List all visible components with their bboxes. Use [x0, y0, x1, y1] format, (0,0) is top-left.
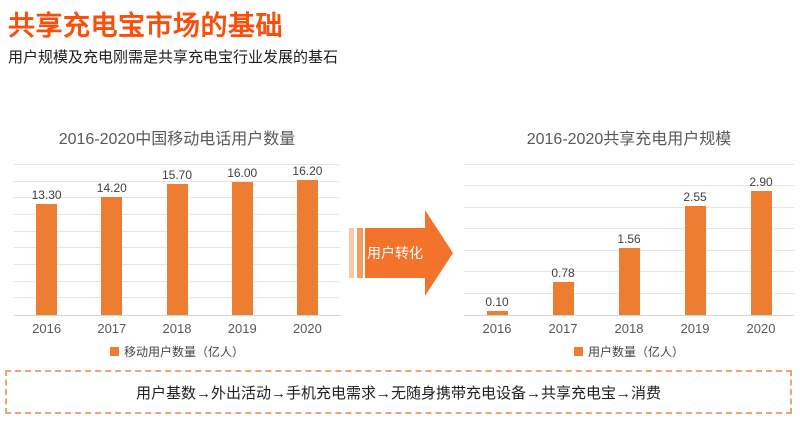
gridline [14, 180, 340, 182]
gridline [464, 206, 794, 208]
x-axis-labels: 2016 2017 2018 2019 2020 [14, 321, 340, 336]
right-arrow-icon [425, 210, 453, 296]
bar-value-label: 2.90 [749, 174, 773, 189]
page-subtitle: 用户规模及充电刚需是共享充电宝行业发展的基石 [8, 49, 339, 66]
arrow-body: 用户转化 [365, 228, 425, 278]
page-title: 共享充电宝市场的基础 [8, 11, 283, 41]
bar [618, 248, 640, 315]
bar-slot: 0.78 [530, 165, 596, 315]
x-tick-label: 2016 [32, 321, 62, 336]
legend: 用户数量（亿人） [464, 343, 794, 360]
bar [101, 196, 123, 315]
bar-slot: 1.56 [596, 165, 662, 315]
legend-swatch-icon [109, 347, 119, 356]
bar-value-label: 16.20 [292, 164, 323, 178]
bar-value-label: 1.56 [617, 232, 641, 247]
bar [166, 184, 188, 315]
bar [552, 281, 574, 315]
x-tick-label: 2019 [227, 321, 257, 336]
plot-area: 0.10 0.78 1.56 2.55 2.90 [464, 164, 794, 316]
bar-series: 13.30 14.20 15.70 16.00 16.20 [14, 165, 340, 315]
shared-charging-users-chart: 2016-2020共享充电用户规模 0.10 0.78 1.56 2.55 2.90 2… [464, 128, 794, 360]
bar-value-label: 16.00 [227, 165, 258, 180]
x-tick-label: 2019 [680, 321, 710, 336]
conversion-arrow: 用户转化 [349, 210, 453, 296]
bar-value-label: 0.78 [551, 265, 575, 280]
bar-slot: 16.00 [210, 165, 275, 315]
arrow-stripe-light-icon [349, 228, 354, 278]
chart-title: 2016-2020中国移动电话用户数量 [58, 131, 296, 148]
bar [296, 180, 318, 315]
gridline [464, 228, 794, 230]
arrow-stripe-medium-icon [357, 228, 363, 278]
conversion-path-text: 用户基数→外出活动→手机充电需求→无随身携带充电设备→共享充电宝→消费 [135, 384, 661, 402]
arrow-label: 用户转化 [367, 245, 423, 261]
bar-slot: 13.30 [14, 165, 79, 315]
conversion-path-note: 用户基数→外出活动→手机充电需求→无随身携带充电设备→共享充电宝→消费 [5, 370, 792, 414]
x-tick-label: 2017 [548, 321, 578, 336]
legend-swatch-icon [573, 347, 583, 356]
bar-value-label: 15.70 [161, 168, 193, 183]
bar-value-label: 0.10 [485, 294, 509, 309]
bar-slot: 15.70 [144, 165, 209, 315]
bar-value-label: 14.20 [96, 180, 127, 195]
bar-slot: 2.55 [662, 165, 728, 315]
bar [486, 310, 508, 315]
bar-series: 0.10 0.78 1.56 2.55 2.90 [464, 165, 794, 315]
plot-area: 13.30 14.20 15.70 16.00 16.20 [14, 164, 340, 316]
x-axis-labels: 2016 2017 2018 2019 2020 [464, 321, 794, 336]
bar-value-label: 2.55 [683, 189, 707, 204]
chart-title: 2016-2020共享充电用户规模 [526, 131, 732, 148]
bar [231, 181, 253, 315]
bar [36, 204, 58, 315]
bar-value-label: 13.30 [31, 188, 62, 203]
x-tick-label: 2018 [614, 321, 644, 336]
x-tick-label: 2020 [292, 321, 322, 336]
bar [684, 205, 706, 315]
bar-slot: 14.20 [79, 165, 144, 315]
gridline [14, 164, 340, 165]
x-tick-label: 2020 [746, 321, 776, 336]
legend-label: 移动用户数量（亿人） [123, 345, 244, 359]
bar-slot: 2.90 [728, 165, 794, 315]
x-tick-label: 2018 [162, 321, 192, 336]
bar [750, 190, 772, 315]
mobile-phone-users-chart: 2016-2020中国移动电话用户数量 13.30 14.20 15.70 16.00… [14, 128, 340, 360]
x-tick-label: 2016 [482, 321, 512, 336]
gridline [464, 185, 794, 187]
legend-label: 用户数量（亿人） [587, 345, 684, 359]
x-tick-label: 2017 [97, 321, 127, 336]
legend: 移动用户数量（亿人） [14, 343, 340, 360]
bar-slot: 0.10 [464, 165, 530, 315]
gridline [464, 164, 794, 165]
bar-slot: 16.20 [275, 165, 340, 315]
